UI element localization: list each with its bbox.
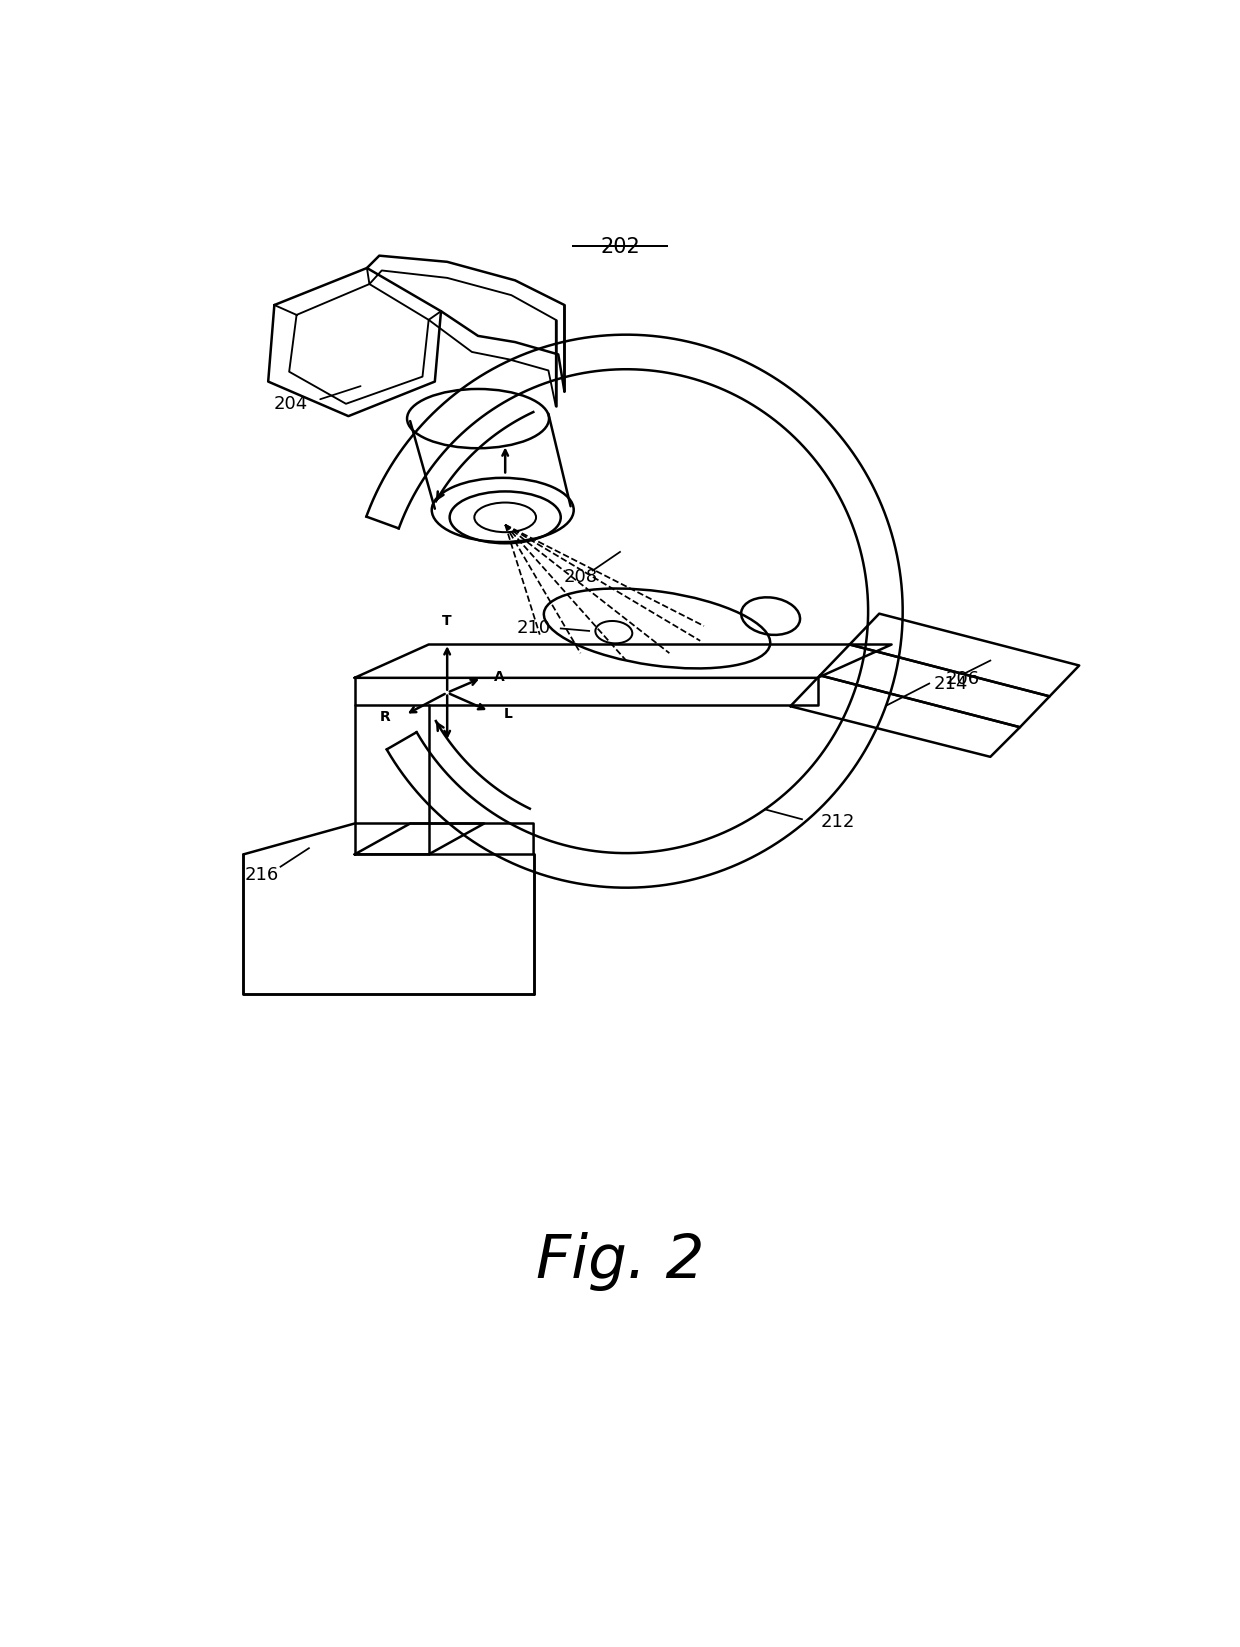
Text: Fig. 2: Fig. 2 (536, 1232, 704, 1291)
Text: L: L (503, 707, 513, 721)
Text: 210: 210 (517, 619, 551, 637)
Text: T: T (443, 614, 453, 629)
Text: 208: 208 (563, 568, 598, 586)
Text: 212: 212 (821, 812, 854, 830)
Text: 204: 204 (273, 395, 308, 413)
Text: 206: 206 (945, 670, 980, 687)
Text: 216: 216 (244, 866, 279, 884)
Text: 202: 202 (600, 237, 640, 257)
Text: R: R (379, 710, 391, 725)
Text: 214: 214 (934, 675, 968, 693)
Text: A: A (494, 670, 505, 684)
